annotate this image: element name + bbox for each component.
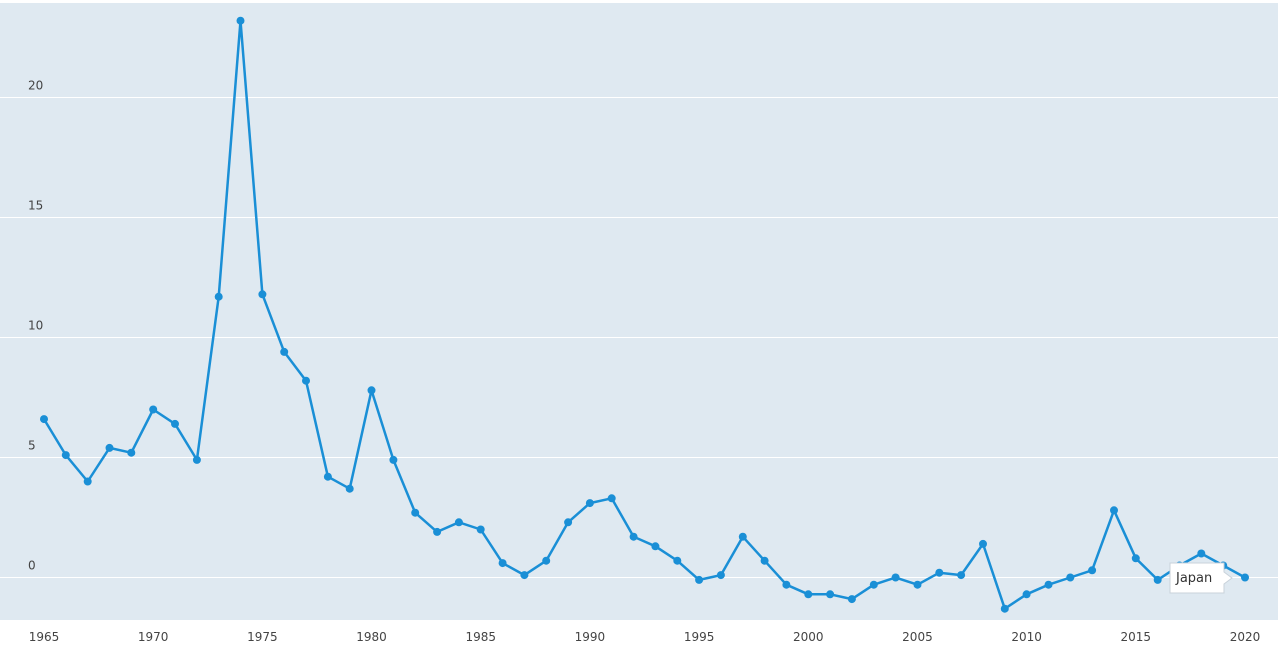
data-point[interactable] xyxy=(389,455,398,464)
data-point[interactable] xyxy=(105,443,114,452)
y-tick-label: 10 xyxy=(28,319,43,333)
data-point[interactable] xyxy=(127,448,136,457)
data-point[interactable] xyxy=(607,494,616,503)
data-point[interactable] xyxy=(826,590,835,599)
y-tick-label: 5 xyxy=(28,439,36,453)
series-group xyxy=(40,16,1249,613)
data-point[interactable] xyxy=(214,292,223,301)
data-point[interactable] xyxy=(454,518,463,527)
data-point[interactable] xyxy=(804,590,813,599)
series-tooltip: Japan xyxy=(1169,562,1233,594)
data-point[interactable] xyxy=(498,559,507,568)
data-point[interactable] xyxy=(411,508,420,517)
data-point[interactable] xyxy=(935,568,944,577)
y-tick-label: 0 xyxy=(28,559,36,573)
data-point[interactable] xyxy=(1131,554,1140,563)
data-point[interactable] xyxy=(1000,604,1009,613)
data-point[interactable] xyxy=(716,571,725,580)
data-point[interactable] xyxy=(847,595,856,604)
data-point[interactable] xyxy=(149,405,158,414)
data-point[interactable] xyxy=(585,499,594,508)
data-point[interactable] xyxy=(957,571,966,580)
data-point[interactable] xyxy=(83,477,92,486)
data-point[interactable] xyxy=(1241,573,1249,582)
data-point[interactable] xyxy=(891,573,900,582)
data-point[interactable] xyxy=(738,532,747,541)
data-point[interactable] xyxy=(760,556,769,565)
data-point[interactable] xyxy=(542,556,551,565)
data-point[interactable] xyxy=(673,556,682,565)
data-point[interactable] xyxy=(651,542,660,551)
data-point[interactable] xyxy=(782,580,791,589)
data-point[interactable] xyxy=(520,571,529,580)
y-tick-label: 20 xyxy=(28,79,43,93)
x-axis: 1965 1970 1975 1980 1985 1990 1995 2000 2005 2010… xyxy=(29,630,1261,644)
x-tick-label: 1985 xyxy=(465,630,496,644)
data-point[interactable] xyxy=(1153,575,1162,584)
data-point[interactable] xyxy=(258,290,267,299)
data-point[interactable] xyxy=(1088,566,1097,575)
x-tick-label: 1970 xyxy=(138,630,169,644)
x-tick-label: 2000 xyxy=(793,630,824,644)
data-point[interactable] xyxy=(1066,573,1075,582)
data-point[interactable] xyxy=(1022,590,1031,599)
data-point[interactable] xyxy=(367,386,376,395)
data-point[interactable] xyxy=(40,415,48,424)
data-point[interactable] xyxy=(869,580,878,589)
data-point[interactable] xyxy=(236,16,245,25)
data-point[interactable] xyxy=(979,539,987,548)
data-point[interactable] xyxy=(280,347,289,356)
x-tick-label: 1975 xyxy=(247,630,278,644)
y-tick-label: 15 xyxy=(28,199,43,213)
data-point[interactable] xyxy=(913,580,922,589)
data-point[interactable] xyxy=(1044,580,1053,589)
data-point[interactable] xyxy=(564,518,573,527)
tooltip-box xyxy=(1169,562,1233,594)
data-point[interactable] xyxy=(695,575,704,584)
x-tick-label: 2005 xyxy=(902,630,933,644)
data-point[interactable] xyxy=(1197,549,1206,558)
x-tick-label: 1965 xyxy=(29,630,60,644)
x-tick-label: 2010 xyxy=(1011,630,1042,644)
data-point[interactable] xyxy=(1110,506,1118,515)
data-point[interactable] xyxy=(433,527,442,536)
x-tick-label: 2015 xyxy=(1121,630,1152,644)
x-tick-label: 1995 xyxy=(684,630,715,644)
data-point[interactable] xyxy=(345,484,354,493)
data-point[interactable] xyxy=(61,451,70,460)
data-point[interactable] xyxy=(302,376,310,385)
data-point[interactable] xyxy=(192,455,201,464)
x-tick-label: 1990 xyxy=(575,630,606,644)
x-tick-label: 2020 xyxy=(1230,630,1261,644)
data-point[interactable] xyxy=(323,472,332,481)
x-tick-label: 1980 xyxy=(356,630,387,644)
y-axis: 0 5 10 15 20 xyxy=(28,79,43,573)
tooltip-label: Japan xyxy=(1175,571,1212,586)
plot-area xyxy=(0,3,1278,620)
data-point[interactable] xyxy=(476,525,485,534)
data-point[interactable] xyxy=(171,419,179,428)
data-point[interactable] xyxy=(629,532,638,541)
